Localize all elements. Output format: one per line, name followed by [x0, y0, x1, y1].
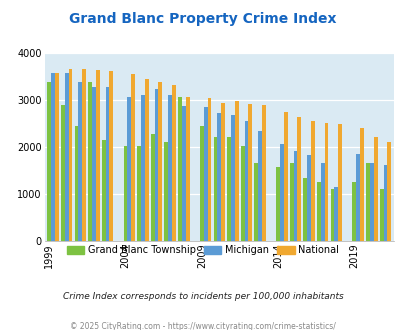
Bar: [316, 182, 320, 241]
Bar: [310, 120, 314, 241]
Bar: [55, 74, 59, 241]
Bar: [261, 106, 265, 241]
Bar: [141, 95, 145, 241]
Bar: [279, 145, 283, 241]
Bar: [75, 126, 78, 241]
Bar: [123, 147, 127, 241]
Bar: [289, 163, 293, 241]
Bar: [356, 154, 359, 241]
Bar: [109, 71, 113, 241]
Bar: [151, 134, 154, 241]
Bar: [379, 189, 383, 241]
Bar: [96, 70, 99, 241]
Bar: [185, 97, 189, 241]
Bar: [154, 88, 158, 241]
Bar: [275, 167, 279, 241]
Bar: [244, 121, 248, 241]
Bar: [158, 82, 162, 241]
Bar: [145, 79, 148, 241]
Bar: [127, 97, 131, 241]
Bar: [240, 146, 244, 241]
Bar: [254, 163, 258, 241]
Text: Grand Blanc Property Crime Index: Grand Blanc Property Crime Index: [69, 12, 336, 25]
Bar: [164, 142, 168, 241]
Legend: Grand Blanc Township, Michigan, National: Grand Blanc Township, Michigan, National: [63, 241, 342, 259]
Bar: [334, 187, 337, 241]
Bar: [213, 137, 217, 241]
Bar: [203, 107, 207, 241]
Bar: [373, 137, 377, 241]
Bar: [102, 140, 105, 241]
Bar: [82, 69, 86, 241]
Bar: [293, 150, 297, 241]
Bar: [383, 165, 386, 241]
Bar: [181, 106, 185, 241]
Bar: [307, 155, 310, 241]
Bar: [178, 97, 181, 241]
Bar: [88, 82, 92, 241]
Bar: [172, 85, 175, 241]
Bar: [61, 106, 65, 241]
Bar: [131, 74, 135, 241]
Bar: [369, 163, 373, 241]
Bar: [105, 87, 109, 241]
Bar: [207, 98, 211, 241]
Text: Crime Index corresponds to incidents per 100,000 inhabitants: Crime Index corresponds to incidents per…: [62, 292, 343, 301]
Bar: [51, 74, 55, 241]
Bar: [230, 115, 234, 241]
Bar: [320, 163, 324, 241]
Bar: [297, 117, 301, 241]
Bar: [324, 123, 328, 241]
Bar: [168, 95, 172, 241]
Bar: [78, 82, 82, 241]
Bar: [226, 137, 230, 241]
Bar: [283, 112, 287, 241]
Bar: [386, 142, 390, 241]
Bar: [68, 69, 72, 241]
Bar: [258, 131, 261, 241]
Bar: [199, 126, 203, 241]
Bar: [221, 103, 224, 241]
Bar: [352, 182, 356, 241]
Bar: [248, 104, 252, 241]
Bar: [217, 114, 221, 241]
Bar: [234, 101, 238, 241]
Bar: [65, 74, 68, 241]
Bar: [137, 147, 141, 241]
Bar: [365, 163, 369, 241]
Bar: [92, 87, 96, 241]
Text: © 2025 CityRating.com - https://www.cityrating.com/crime-statistics/: © 2025 CityRating.com - https://www.city…: [70, 322, 335, 330]
Bar: [330, 189, 334, 241]
Bar: [337, 124, 341, 241]
Bar: [359, 128, 363, 241]
Bar: [47, 82, 51, 241]
Bar: [303, 178, 307, 241]
